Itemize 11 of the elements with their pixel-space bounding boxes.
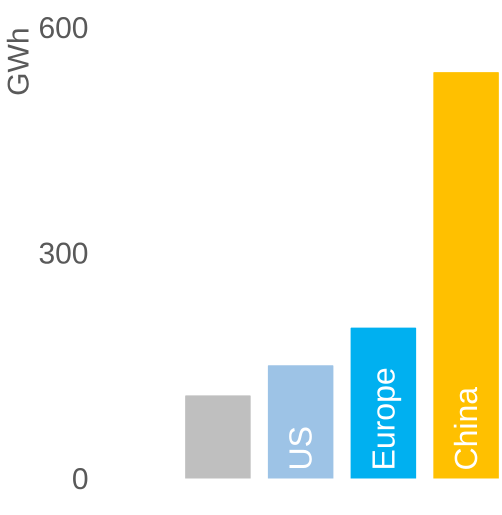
x-tick-label: China <box>448 386 484 470</box>
bar <box>433 72 499 478</box>
x-tick-label: Europe <box>365 367 402 470</box>
y-tick-label: 600 <box>38 12 89 45</box>
bar <box>185 395 251 478</box>
y-axis-title: GWh <box>2 27 36 96</box>
x-tick-label: US <box>282 426 319 470</box>
bar <box>350 328 416 478</box>
y-tick-label: 300 <box>38 238 89 270</box>
y-tick-label: 0 <box>72 463 89 496</box>
bar <box>268 365 334 478</box>
